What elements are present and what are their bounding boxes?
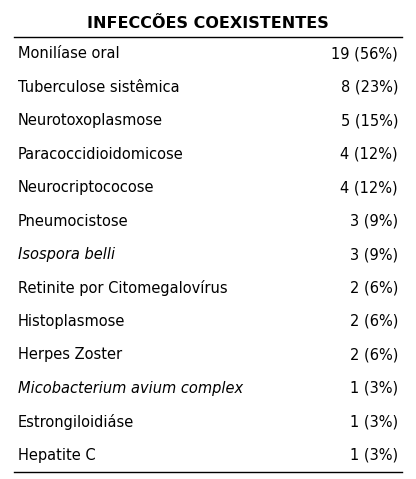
Text: Retinite por Citomegalovírus: Retinite por Citomegalovírus — [18, 280, 228, 296]
Text: Pneumocistose: Pneumocistose — [18, 214, 129, 228]
Text: 19 (56%): 19 (56%) — [331, 46, 398, 61]
Text: 5 (15%): 5 (15%) — [341, 113, 398, 128]
Text: 4 (12%): 4 (12%) — [340, 147, 398, 162]
Text: Monilíase oral: Monilíase oral — [18, 46, 119, 61]
Text: 3 (9%): 3 (9%) — [350, 247, 398, 262]
Text: Estrongiloidiáse: Estrongiloidiáse — [18, 414, 134, 430]
Text: 8 (23%): 8 (23%) — [341, 80, 398, 95]
Text: Paracoccidioidomicose: Paracoccidioidomicose — [18, 147, 184, 162]
Text: Histoplasmose: Histoplasmose — [18, 314, 125, 329]
Text: 4 (12%): 4 (12%) — [340, 180, 398, 195]
Text: 1 (3%): 1 (3%) — [350, 381, 398, 396]
Text: 3 (9%): 3 (9%) — [350, 214, 398, 228]
Text: INFECCÕES COEXISTENTES: INFECCÕES COEXISTENTES — [87, 16, 329, 31]
Text: 2 (6%): 2 (6%) — [350, 280, 398, 296]
Text: 2 (6%): 2 (6%) — [350, 347, 398, 362]
Text: 1 (3%): 1 (3%) — [350, 414, 398, 429]
Text: Isospora belli: Isospora belli — [18, 247, 115, 262]
Text: Herpes Zoster: Herpes Zoster — [18, 347, 122, 362]
Text: Micobacterium avium complex: Micobacterium avium complex — [18, 381, 243, 396]
Text: 2 (6%): 2 (6%) — [350, 314, 398, 329]
Text: Tuberculose sistêmica: Tuberculose sistêmica — [18, 80, 180, 95]
Text: 1 (3%): 1 (3%) — [350, 448, 398, 463]
Text: Hepatite C: Hepatite C — [18, 448, 96, 463]
Text: Neurotoxoplasmose: Neurotoxoplasmose — [18, 113, 163, 128]
Text: Neurocriptococose: Neurocriptococose — [18, 180, 154, 195]
